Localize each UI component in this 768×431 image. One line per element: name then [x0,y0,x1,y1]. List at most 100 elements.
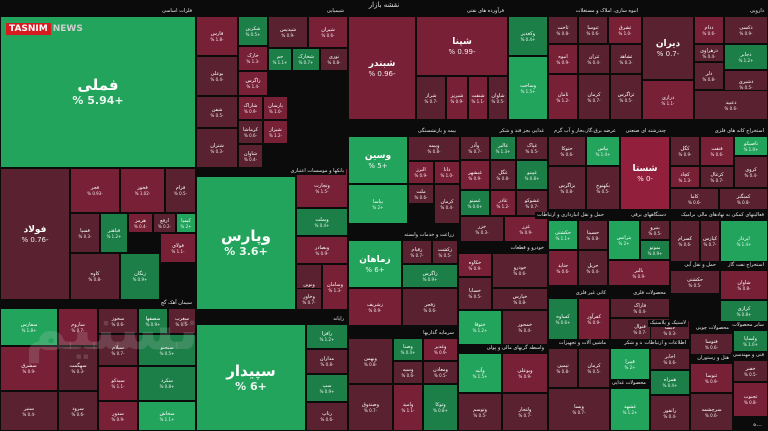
stock-tile[interactable]: زقیام -0.7 % [402,240,432,264]
stock-tile[interactable]: حسینا -0.8 % [578,220,608,250]
stock-tile[interactable]: کمنگنز -0.8 % [719,188,768,210]
sector-label[interactable]: کانی غیر فلزی [573,290,608,297]
stock-tile[interactable]: ثاخت -0.8 % [548,16,578,44]
stock-tile[interactable]: کگل -0.9 % [670,136,700,166]
stock-tile[interactable]: سبجنو +0.5 % [138,334,196,366]
stock-tile[interactable]: فولاد -0.76 % [0,168,70,300]
stock-tile[interactable]: وامید -1.1 % [393,384,423,431]
stock-tile[interactable]: اپرداز +1.4 % [720,220,768,262]
sector-label[interactable]: بانکها و موسسات اعتباری [288,168,346,175]
stock-tile[interactable]: شپنا -0.99 % [416,16,508,76]
stock-tile[interactable]: کروی -0.4 % [734,156,768,188]
stock-tile[interactable]: شفن -0.5 % [196,96,238,128]
stock-tile[interactable]: کاوه -0.8 % [70,253,120,300]
stock-tile[interactable]: دعبید -0.6 % [694,90,768,120]
sector-label[interactable]: فنی و مهندسی [730,352,766,359]
stock-tile[interactable]: جم +1.1 % [268,48,292,71]
stock-tile[interactable]: فسپا -0.3 % [70,213,100,253]
stock-tile[interactable]: وصنا +0.4 % [393,338,423,361]
stock-tile[interactable]: وآذر -0.7 % [460,136,490,160]
stock-tile[interactable]: سیلام -0.7 % [98,334,138,366]
stock-tile[interactable]: حریل -0.4 % [578,250,608,286]
stock-tile[interactable]: ثجنوب -0.8 % [733,382,768,417]
sector-label[interactable]: زراعت و خدمات وابسته [402,232,456,239]
sector-label[interactable]: خودرو و قطعات [508,245,546,252]
stock-tile[interactable]: سرچشمه -0.6 % [690,393,733,431]
stock-tile[interactable]: شیراز -1.2 % [263,120,288,144]
stock-tile[interactable]: خپارس -0.8 % [492,288,548,310]
stock-tile[interactable]: ثنوسا -0.6 % [578,16,608,44]
stock-tile[interactable]: کچاد -1.3 % [670,166,700,188]
stock-tile[interactable]: خساپا -0.5 % [458,277,492,310]
sector-label[interactable]: محصولات فلزی [631,290,668,297]
sector-label[interactable]: ماشین آلات و تجهیزات [556,340,608,347]
stock-tile[interactable]: وبیمه -0.8 % [408,136,460,161]
sector-label[interactable]: سایر محصولات [730,322,766,329]
stock-tile[interactable]: خودرو -0.6 % [492,253,548,288]
stock-tile[interactable]: غزر -0.9 % [504,216,548,242]
stock-tile[interactable]: زفجر -0.6 % [402,288,458,326]
sector-label[interactable]: دارویی [747,8,766,15]
stock-tile[interactable]: کفرآور -0.9 % [578,298,610,340]
stock-tile[interactable]: پارسان -1.0 % [263,96,288,120]
stock-tile[interactable]: زنگان +0.9 % [120,253,160,300]
stock-tile[interactable]: همراه +0.4 % [650,370,690,395]
stock-tile[interactable]: بنیرو -0.5 % [640,220,670,240]
sector-label[interactable]: اطلاعات و ارتباطات [642,340,688,347]
sector-label[interactable]: سرمایه گذاریها [421,330,456,337]
stock-tile[interactable]: حکشتی -0.5 % [670,270,720,294]
stock-tile[interactable]: البرز -0.9 % [408,161,434,184]
sector-label[interactable]: محصولات چوبی [693,325,731,332]
sector-label[interactable]: فلزات اساسی [160,8,194,15]
stock-tile[interactable]: شنفت -1.1 % [468,76,488,120]
stock-tile[interactable]: وبوعلی -0.9 % [502,353,548,393]
stock-tile[interactable]: شپدیس -0.9 % [268,16,308,48]
sector-label[interactable]: محصولات غذایی [609,380,648,387]
stock-tile[interactable]: وساخت +1.5 % [508,56,548,120]
stock-tile[interactable]: سکرد +0.8 % [138,366,196,401]
sector-label[interactable]: استخراج نفت گاز [725,262,766,269]
stock-tile[interactable]: فخوز -1.02 % [120,168,165,213]
stock-tile[interactable]: کپارس -0.7 % [700,220,720,262]
stock-tile[interactable]: زماهان +6 % [348,240,402,288]
stock-tile[interactable]: شستا -0 % [620,136,670,210]
stock-tile[interactable]: کیمیا +2 % [176,213,196,233]
stock-tile[interactable]: سهگمت -0.3 % [58,346,98,391]
stock-tile[interactable]: سصفها +0.9 % [138,308,168,334]
stock-tile[interactable]: کرمان -0.7 % [578,74,610,120]
stock-tile[interactable]: فجر -0.93 % [70,168,120,213]
stock-tile[interactable]: رانفور -0.4 % [650,395,690,431]
stock-tile[interactable]: دزهراوی -0.4 % [694,44,724,62]
stock-tile[interactable]: فولای -1.1 % [160,233,196,263]
stock-tile[interactable]: سرود -0.6 % [58,391,98,431]
stock-tile[interactable]: وبهمن -0.8 % [348,338,393,384]
stock-tile[interactable]: دلر -0.8 % [694,62,724,90]
stock-tile[interactable]: شراز -0.7 % [416,76,446,120]
stock-tile[interactable]: حتوکا -0.6 % [548,136,586,166]
stock-tile[interactable]: کساوه +0.6 % [548,298,578,340]
sector-label[interactable]: قند و شکر [622,340,648,347]
stock-tile[interactable]: وسپه -0.6 % [393,361,423,384]
sector-label[interactable]: عرضه برق،گاز،بخار و آب گرم [552,128,618,135]
stock-tile[interactable]: وتوسم -0.5 % [458,393,502,431]
stock-tile[interactable]: غالبر +1.3 % [490,136,516,160]
stock-tile[interactable]: سفارس +1.8 % [0,308,58,346]
stock-tile[interactable]: خفنر -0.5 % [733,360,768,382]
stock-tile[interactable]: زشریف -0.9 % [348,288,402,326]
stock-tile[interactable]: شاراک -0.9 % [238,96,263,120]
stock-tile[interactable]: شیران -0.6 % [308,16,348,48]
stock-tile[interactable]: هرمز -0.4 % [128,213,153,233]
stock-tile[interactable]: ولساپا +1.0 % [733,330,768,352]
stock-tile[interactable]: دیران -0.7 % [642,16,694,80]
stock-tile[interactable]: کسرام -0.6 % [670,220,700,262]
stock-tile[interactable]: بموتو +0.9 % [640,240,670,260]
stock-tile[interactable]: سخاش +1.1 % [138,401,196,431]
stock-tile[interactable]: زاگرس +0.9 % [402,264,458,288]
stock-tile[interactable]: ثتران -0.4 % [578,44,610,74]
sector-label[interactable]: واسطه گریهای مالی و پولی [484,345,546,352]
stock-tile[interactable]: کرماشا -0.6 % [238,120,263,144]
stock-tile[interactable]: ثزاگرس -0.5 % [610,74,642,120]
more-button[interactable]: ...ه [753,421,762,428]
stock-tile[interactable]: غبشهر -0.9 % [460,160,490,190]
stock-tile[interactable]: خمحور -0.4 % [502,310,548,345]
